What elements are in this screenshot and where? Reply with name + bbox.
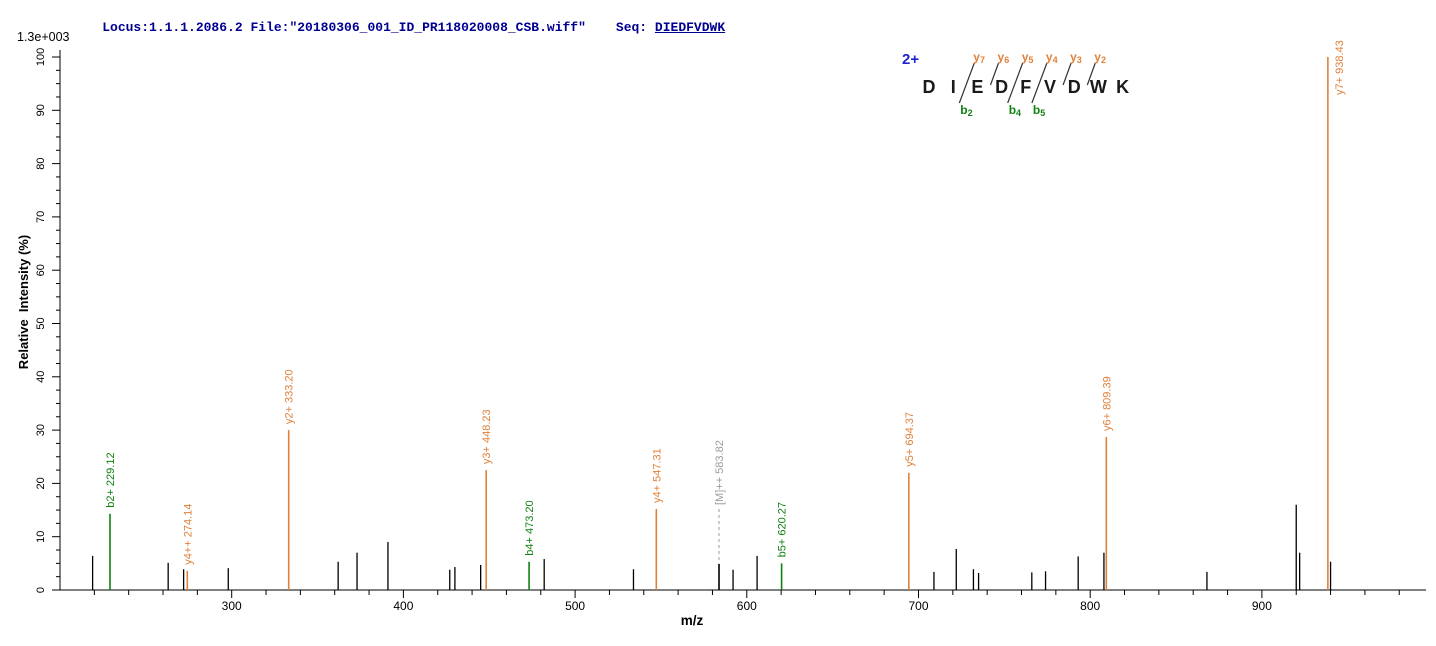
peptide-sequence-text: DIEDFVDWK: [654, 20, 726, 35]
peak-label: y2+ 333.20: [284, 369, 296, 424]
x-tick-label: 600: [737, 599, 757, 613]
y-tick-label: 50: [35, 317, 47, 329]
residue-3: E: [971, 77, 983, 97]
b-ion-label-b4: b4: [1009, 103, 1021, 118]
y-tick-label: 30: [35, 424, 47, 436]
y-ion-label-y5: y5: [1022, 50, 1034, 65]
residue-5: F: [1020, 77, 1031, 97]
residue-8: W: [1090, 77, 1107, 97]
x-tick-label: 800: [1080, 599, 1100, 613]
peak-label: y6+ 809.39: [1101, 376, 1113, 431]
x-tick-label: 300: [222, 599, 242, 613]
residue-7: D: [1068, 77, 1081, 97]
seq-prefix-label: Seq:: [615, 20, 655, 35]
precursor-charge-label: 2+: [902, 51, 919, 68]
fragment-slash: [958, 62, 975, 104]
locus-file-label: Locus:1.1.1.2086.2 File:"20180306_001_ID…: [102, 20, 586, 35]
y-ion-label-y7: y7: [973, 50, 985, 65]
peak-label: y3+ 448.23: [481, 409, 493, 464]
b-ion-label-b5: b5: [1033, 103, 1045, 118]
y-tick-label: 20: [35, 477, 47, 489]
y-ion-label-y6: y6: [998, 50, 1010, 65]
residue-2: I: [951, 77, 956, 97]
fragment-slash: [1031, 62, 1048, 104]
residue-4: D: [995, 77, 1008, 97]
peak-label: [M]++ 583.82: [714, 440, 726, 505]
spectrum-header: Locus:1.1.1.2086.2 File:"20180306_001_ID…: [71, 5, 725, 50]
base-peak-intensity-label: 1.3e+003: [17, 30, 70, 44]
fragment-slash: [1062, 62, 1072, 86]
peak-label: y7+ 938.43: [1334, 40, 1346, 95]
y-ion-label-y2: y2: [1094, 50, 1106, 65]
fragment-slash: [1007, 62, 1024, 104]
peak-label: y5+ 694.37: [904, 412, 916, 467]
y-tick-label: 100: [35, 48, 47, 66]
y-ion-label-y4: y4: [1046, 50, 1058, 65]
y-axis-title: Relative Intensity (%): [16, 235, 31, 369]
x-tick-label: 700: [908, 599, 928, 613]
y-tick-label: 90: [35, 104, 47, 116]
y-tick-label: 60: [35, 264, 47, 276]
b-ion-label-b2: b2: [960, 103, 972, 118]
y-tick-label: 80: [35, 157, 47, 169]
residue-1: D: [923, 77, 936, 97]
y-tick-label: 0: [35, 587, 47, 593]
y-tick-label: 70: [35, 211, 47, 223]
fragment-slash: [989, 62, 1000, 86]
peak-label: b2+ 229.12: [105, 452, 117, 507]
x-tick-label: 900: [1252, 599, 1272, 613]
y-tick-label: 40: [35, 371, 47, 383]
residue-6: V: [1044, 77, 1056, 97]
peak-label: y4++ 274.14: [182, 504, 194, 565]
x-tick-label: 400: [393, 599, 413, 613]
residue-9: K: [1116, 77, 1129, 97]
x-axis-title: m/z: [681, 613, 704, 628]
peak-label: b4+ 473.20: [524, 500, 536, 555]
peak-label: y4+ 547.31: [651, 448, 663, 503]
plot-area: 0 10 20 30 40 50 60 70 80 90 100 300 400 500 600 700 800…: [35, 40, 1426, 613]
y-ion-label-y3: y3: [1070, 50, 1082, 65]
x-tick-label: 500: [565, 599, 585, 613]
y-tick-label: 10: [35, 531, 47, 543]
fragment-slash: [1086, 62, 1096, 86]
peak-label: b5+ 620.27: [777, 502, 789, 557]
